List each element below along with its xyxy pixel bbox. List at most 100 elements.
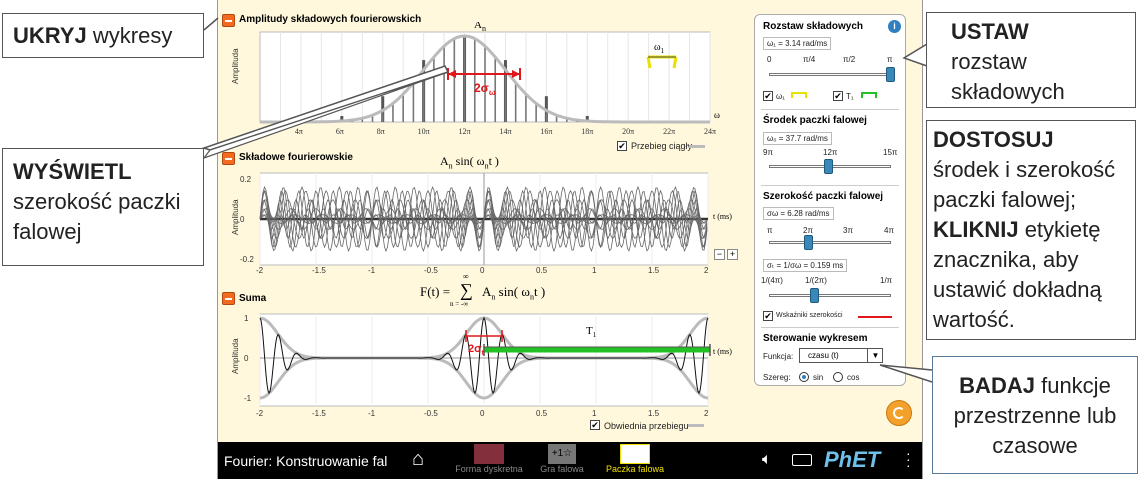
- width-tick-2: 3π: [843, 226, 853, 235]
- graph-control-title: Sterowanie wykresem: [763, 333, 868, 344]
- screen-game-label: Gra falowa: [540, 464, 584, 474]
- time-tick-label: -0.5: [424, 266, 438, 275]
- callout-explore: BADAJ funkcje przestrzenne lub czasowe: [932, 356, 1138, 474]
- time-tick-label: 1: [592, 266, 597, 275]
- collapse-sum-button[interactable]: [222, 292, 235, 305]
- width-label-bottom: 2σt: [468, 343, 485, 357]
- omega-tick-label: 18π: [581, 127, 593, 136]
- components-title: Składowe fourierowskie: [239, 152, 353, 163]
- chevron-down-icon[interactable]: ▼: [867, 348, 883, 363]
- amplitude-bar: [381, 110, 384, 122]
- continuous-waveform-checkbox[interactable]: ✔: [617, 141, 627, 151]
- collapse-amplitudes-button[interactable]: [222, 14, 235, 27]
- game-icon: +1☆: [548, 444, 576, 464]
- menu-icon[interactable]: · · ·: [906, 445, 911, 473]
- width-slider-track[interactable]: [769, 241, 891, 244]
- T1-checkbox[interactable]: ✔: [833, 91, 843, 101]
- amplitudes-title: Amplitudy składowych fourierowskich: [239, 14, 422, 25]
- T1-swatch: [861, 92, 877, 98]
- width-indicator-top: [447, 68, 521, 80]
- spacing-slider-thumb[interactable]: [886, 67, 895, 82]
- omega-tick-label: 22π: [663, 127, 675, 136]
- navigation-bar: Fourier: Konstruowanie fal ⌂ Forma dyskr…: [218, 442, 922, 479]
- component-wave: [259, 198, 708, 240]
- width-slider-thumb[interactable]: [804, 235, 813, 250]
- center-tick-0: 9π: [763, 148, 773, 157]
- width-indicator-swatch: [858, 316, 892, 318]
- envelope-checkbox[interactable]: ✔: [590, 420, 600, 430]
- amplitude-bar: [535, 103, 537, 122]
- screen-game-button[interactable]: +1☆ Gra falowa: [532, 444, 592, 474]
- width-time-value-box[interactable]: σₜ = 1/σω = 0.159 ms: [763, 259, 848, 272]
- screen-discrete-label: Forma dyskretna: [455, 464, 523, 474]
- time-tick-label: 0.5: [536, 409, 548, 418]
- sin-radio[interactable]: [799, 372, 809, 382]
- omega1-swatch: [791, 92, 807, 98]
- amplitude-bar: [463, 36, 466, 122]
- amplitude-bar: [422, 69, 425, 122]
- screen-wavepacket-button[interactable]: Paczka falowa: [600, 444, 670, 474]
- spacing-tick-3: π: [887, 55, 893, 64]
- center-value-box[interactable]: ω₀ = 37.7 rad/ms: [763, 132, 832, 145]
- callout-adjust: DOSTOSUJ środek i szerokość paczki falowe…: [926, 120, 1136, 340]
- center-tick-2: 15π: [883, 148, 898, 157]
- omega1-marker: ω1: [646, 42, 678, 69]
- amplitude-bar: [555, 115, 558, 122]
- phet-logo[interactable]: PhET: [824, 447, 881, 472]
- reset-all-button[interactable]: [886, 400, 912, 426]
- amplitude-bar: [545, 110, 548, 122]
- wavepacket-icon: [620, 444, 650, 464]
- amplitude-tick-label: 0.2: [240, 175, 252, 184]
- components-ylabel: Amplituda: [231, 199, 240, 235]
- svg-text:ω1: ω1: [654, 42, 665, 55]
- sum-xlabel: t (ms): [713, 347, 732, 356]
- omega-tick-label: 20π: [622, 127, 634, 136]
- sound-icon[interactable]: 🔈︎: [762, 451, 772, 468]
- omega-tick-label: 16π: [540, 127, 552, 136]
- home-icon[interactable]: ⌂: [412, 448, 425, 470]
- width-time-slider-thumb[interactable]: [810, 288, 819, 303]
- zoom-in-button[interactable]: +: [727, 249, 738, 260]
- spacing-tick-0: 0: [767, 55, 772, 64]
- screen-discrete-button[interactable]: Forma dyskretna: [454, 444, 524, 474]
- sim-title: Fourier: Konstruowanie fal: [224, 453, 388, 469]
- center-slider-thumb[interactable]: [824, 159, 833, 174]
- omega1-checkbox[interactable]: ✔: [763, 91, 773, 101]
- amplitude-bar: [402, 94, 404, 122]
- envelope-swatch: [688, 424, 704, 427]
- amplitude-tick-label: -0.2: [240, 255, 254, 264]
- function-select[interactable]: czasu (t): [799, 348, 883, 363]
- cos-radio[interactable]: [833, 372, 843, 382]
- time-tick-label: 0: [480, 266, 485, 275]
- omega-tick-label: 10π: [418, 127, 430, 136]
- width-time-slider-track[interactable]: [769, 294, 891, 297]
- time-tick-label: -1: [368, 266, 376, 275]
- width-indicators-checkbox[interactable]: ✔: [763, 311, 773, 321]
- amplitude-bar: [433, 57, 435, 122]
- omega-tick-label: 12π: [459, 127, 471, 136]
- amplitude-tick-label: 0: [244, 354, 249, 363]
- width-tick-0: π: [767, 226, 773, 235]
- T1-checkbox-label: T₁: [846, 92, 854, 101]
- center-title: Środek paczki falowej: [763, 115, 867, 126]
- series-label: Szereg:: [763, 373, 791, 382]
- separator: [761, 185, 899, 186]
- collapse-components-button[interactable]: [222, 152, 235, 165]
- time-tick-label: -1.5: [312, 409, 326, 418]
- amplitude-bar: [484, 46, 486, 122]
- info-icon[interactable]: i: [888, 20, 901, 33]
- components-chart: -2 -1.5 -1 -0.5 0 0.5 1 1.5 20.20-0.2 Amplituda …: [231, 172, 732, 275]
- time-tick-label: 0.5: [536, 266, 548, 275]
- spacing-value-box[interactable]: ω₁ = 3.14 rad/ms: [763, 37, 832, 50]
- separator: [761, 109, 899, 110]
- width-time-tick-1: 1/(2π): [805, 276, 827, 285]
- width-value-box[interactable]: σω = 6.28 rad/ms: [763, 207, 834, 220]
- time-tick-label: 1.5: [648, 266, 660, 275]
- omega-tick-label: 6π: [336, 127, 344, 136]
- omega-tick-label: 4π: [295, 127, 303, 136]
- zoom-out-button[interactable]: −: [714, 249, 725, 260]
- keyboard-icon[interactable]: [792, 454, 812, 466]
- amplitude-bar: [443, 46, 445, 122]
- amplitude-tick-label: 0: [240, 215, 245, 224]
